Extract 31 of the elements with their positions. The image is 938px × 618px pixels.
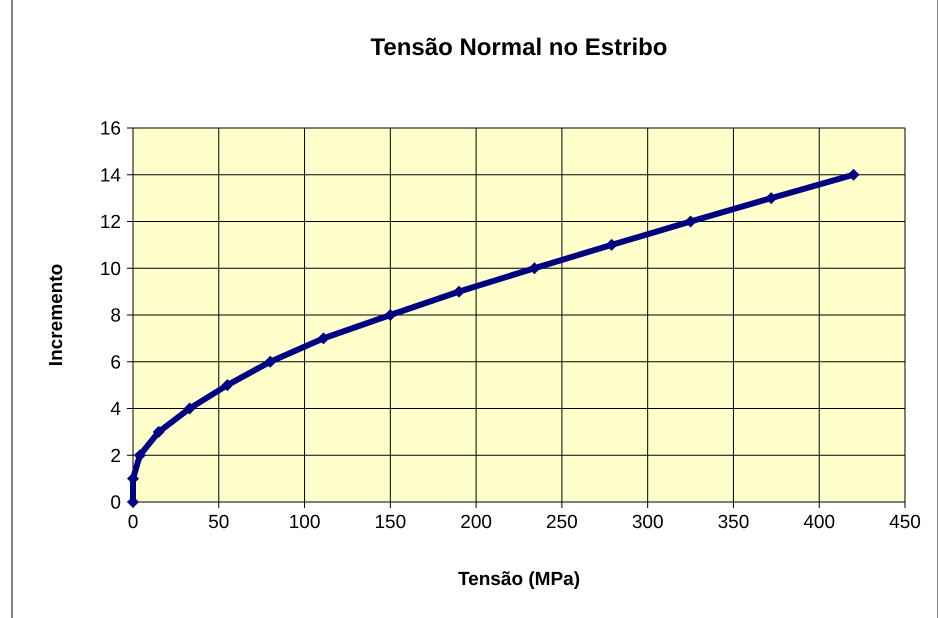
- x-tick-label: 100: [288, 512, 320, 533]
- point: [184, 402, 196, 414]
- x-tick-label: 0: [128, 512, 138, 533]
- y-tick-label: 2: [110, 446, 121, 467]
- x-tick-label: 400: [803, 512, 836, 533]
- y-tick-label: 8: [110, 306, 121, 327]
- x-tick-label: 300: [632, 512, 664, 533]
- point: [848, 168, 860, 181]
- point: [452, 286, 465, 298]
- x-tick-label: 200: [460, 512, 492, 533]
- x-tick-label: 350: [718, 512, 750, 533]
- point: [221, 379, 234, 392]
- point: [317, 332, 330, 344]
- x-axis-title: Tensão (MPa): [458, 569, 580, 590]
- y-tick-label: 16: [100, 118, 121, 140]
- y-tick-label: 4: [110, 399, 122, 420]
- x-tick-label: 250: [546, 512, 578, 533]
- y-tick-label: 6: [110, 352, 121, 374]
- x-tick-label: 50: [208, 512, 230, 533]
- point: [264, 356, 276, 368]
- y-tick-label: 10: [100, 258, 121, 280]
- x-tick-label: 450: [889, 512, 921, 533]
- point: [152, 426, 165, 438]
- y-tick-label: 12: [100, 212, 121, 234]
- y-tick-label: 0: [110, 492, 121, 514]
- y-axis-title: Incremento: [46, 264, 67, 366]
- y-tick-label: 14: [100, 165, 122, 186]
- chart-title: Tensão Normal no Estribo: [370, 34, 668, 61]
- point: [765, 192, 778, 204]
- point: [384, 309, 396, 321]
- x-tick-label: 150: [374, 512, 406, 533]
